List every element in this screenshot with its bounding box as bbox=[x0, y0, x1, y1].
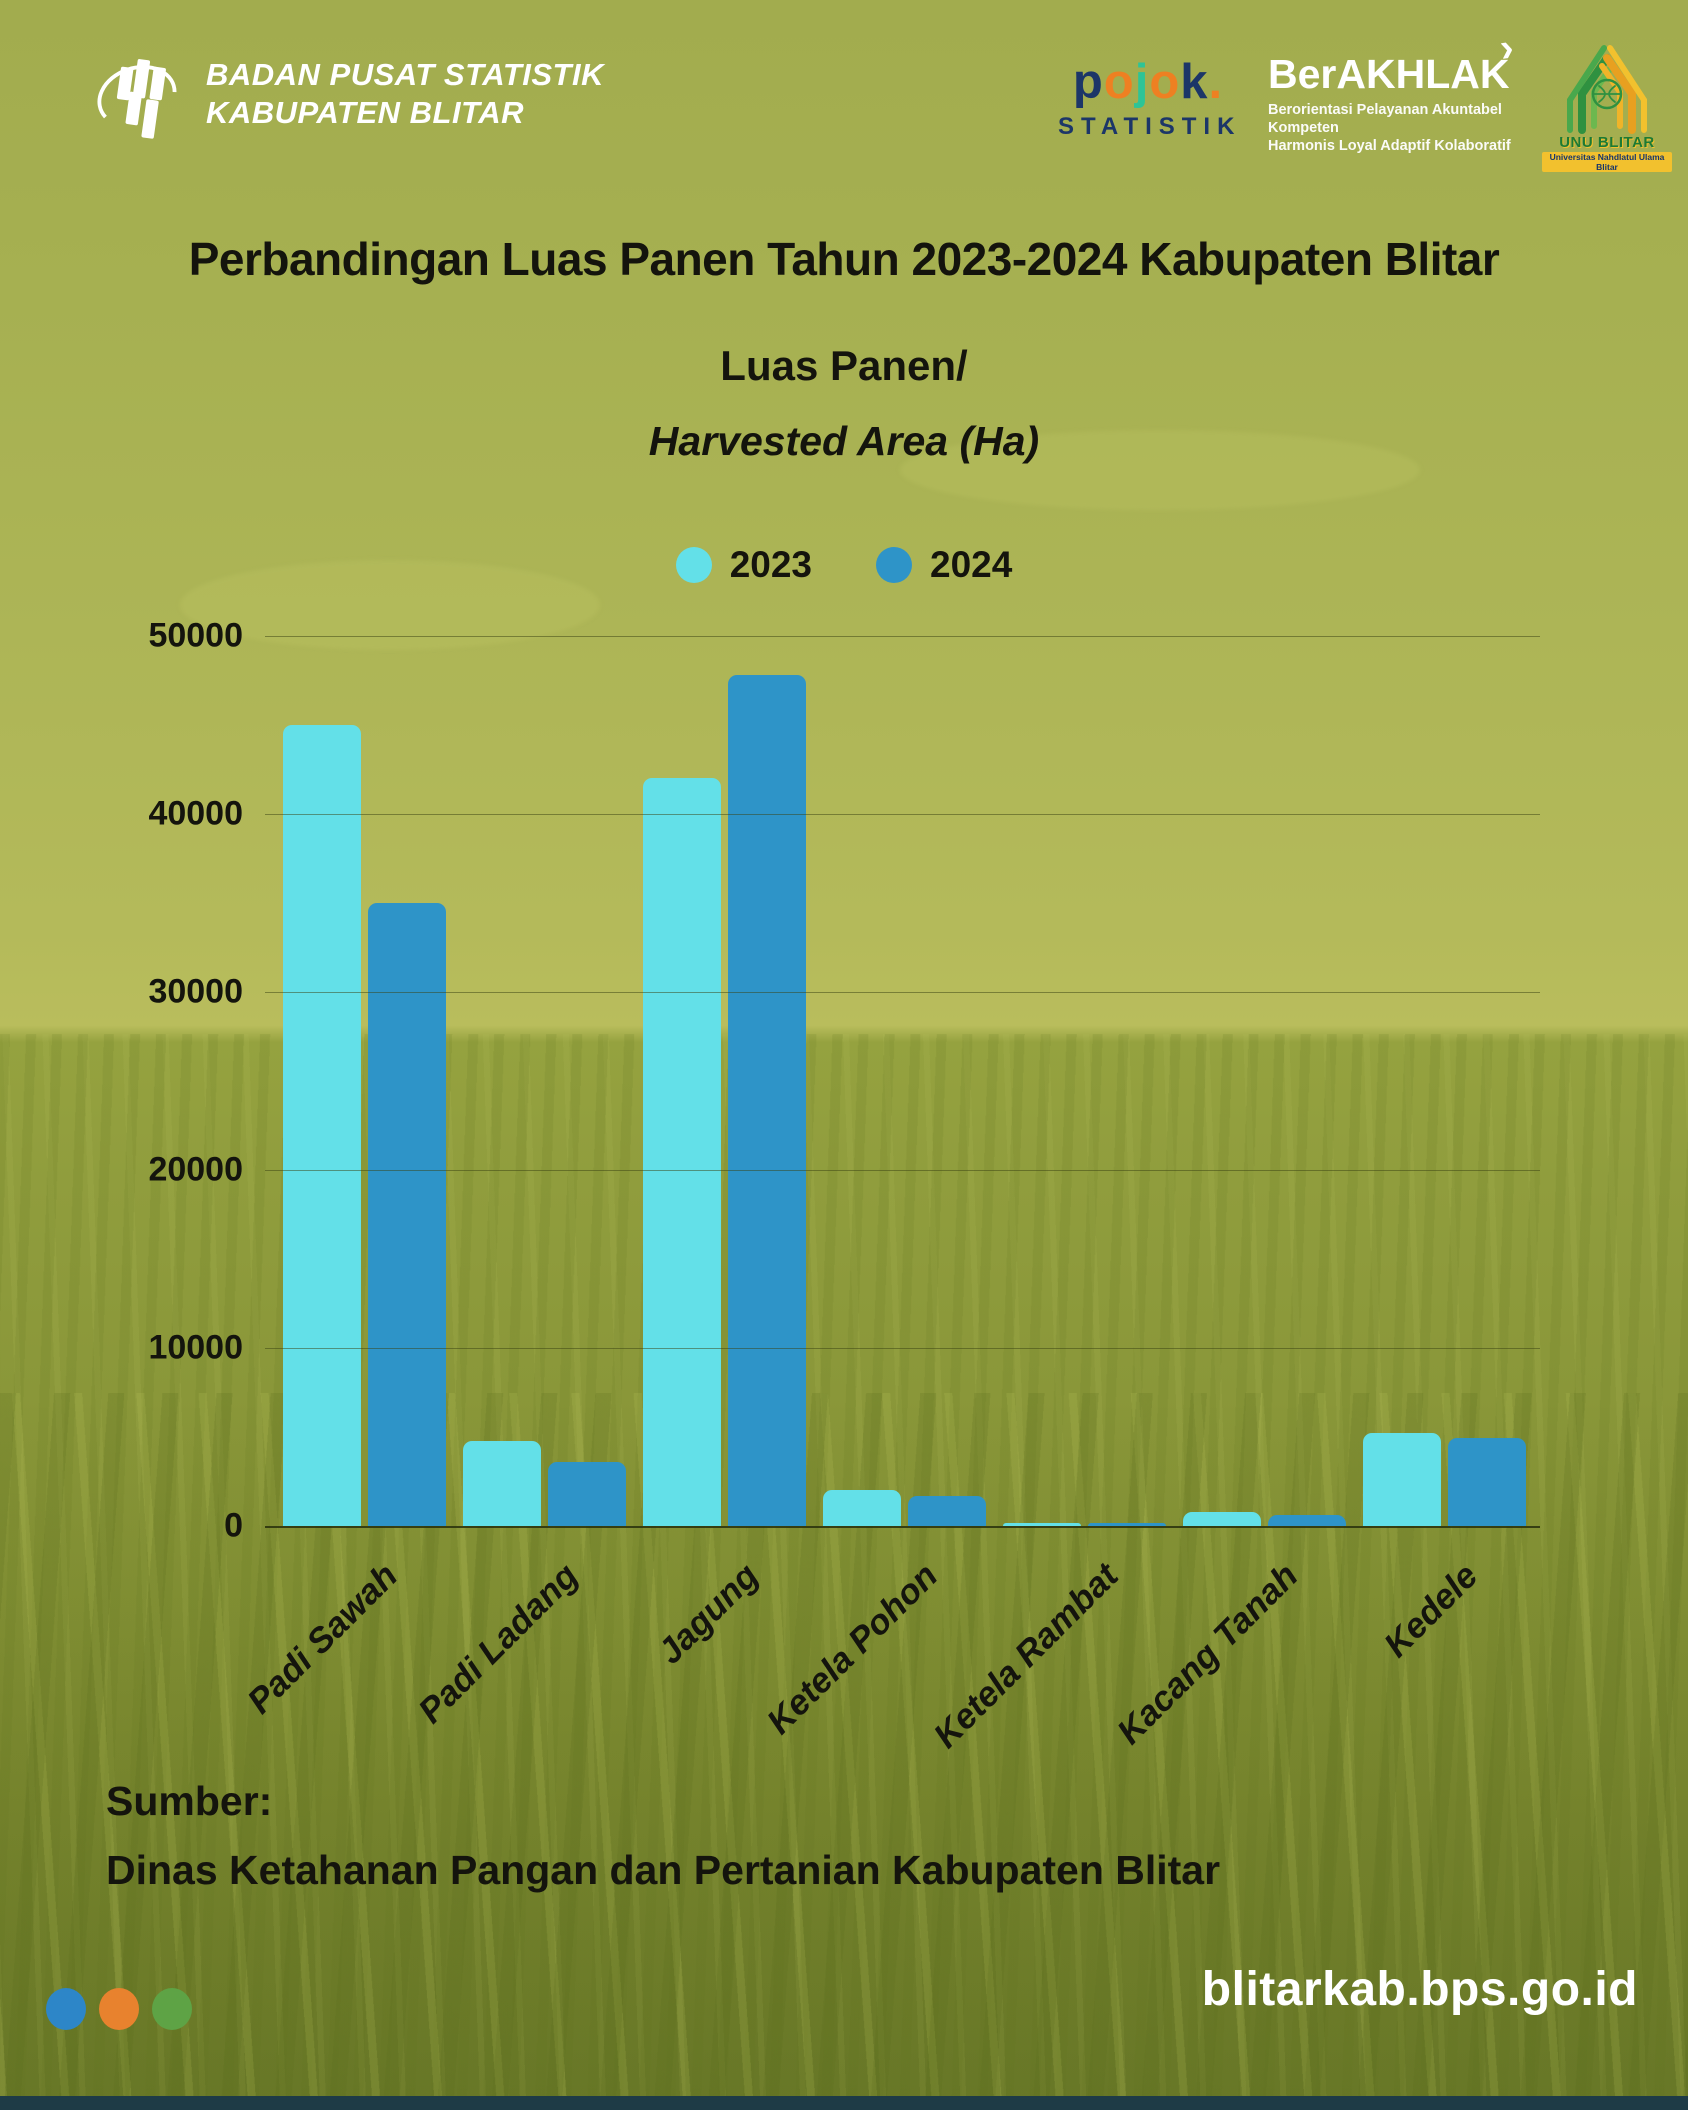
bar-2023-padi-ladang bbox=[462, 1440, 541, 1526]
gridline-20000 bbox=[265, 1170, 1540, 1171]
y-tick-label-40000: 40000 bbox=[148, 794, 243, 833]
y-tick-label-20000: 20000 bbox=[148, 1150, 243, 1189]
footer-dot-3 bbox=[152, 1988, 192, 2030]
legend-label: 2024 bbox=[930, 544, 1013, 585]
footer-dots bbox=[46, 1988, 192, 2030]
berakhlak-tagline: Berorientasi Pelayanan Akuntabel Kompete… bbox=[1268, 102, 1511, 155]
x-tick-label-padi-ladang: Padi Ladang bbox=[410, 1556, 586, 1731]
bar-2023-kedele bbox=[1362, 1433, 1441, 1526]
bar-group-kedele: Kedele bbox=[1359, 636, 1529, 1665]
pojok-statistik-label: STATISTIK bbox=[1058, 113, 1242, 140]
legend-item-2024: 2024 bbox=[876, 544, 1012, 586]
bar-2023-ketela-pohon bbox=[822, 1490, 901, 1526]
bar-2024-ketela-pohon bbox=[907, 1495, 986, 1526]
x-tick-label-ketela-rambat: Ketela Rambat bbox=[926, 1556, 1126, 1756]
x-tick-label-ketela-pohon: Ketela Pohon bbox=[759, 1556, 946, 1742]
bar-group-ketela-rambat: Ketela Rambat bbox=[926, 636, 1169, 1756]
pojok-statistik-logo: pojok. STATISTIK bbox=[1058, 58, 1238, 141]
header: BADAN PUSAT STATISTIK KABUPATEN BLITAR p… bbox=[0, 25, 1688, 172]
berakhlak-logo: BerAKHLAK › Berorientasi Pelayanan Akunt… bbox=[1268, 25, 1528, 155]
source-label: Sumber: bbox=[106, 1778, 273, 1824]
bps-brand: BADAN PUSAT STATISTIK KABUPATEN BLITAR bbox=[92, 46, 604, 142]
bps-logo-icon bbox=[97, 59, 177, 139]
bar-2024-padi-ladang bbox=[547, 1461, 626, 1526]
footer-website-url: blitarkab.bps.go.id bbox=[1201, 1963, 1638, 2016]
bar-2024-kacang-tanah bbox=[1267, 1515, 1346, 1526]
bar-group-kacang-tanah: Kacang Tanah bbox=[1110, 636, 1349, 1752]
gridline-30000 bbox=[265, 992, 1540, 993]
x-tick-label-kacang-tanah: Kacang Tanah bbox=[1109, 1556, 1306, 1752]
gridline-10000 bbox=[265, 1348, 1540, 1349]
page-title: Perbandingan Luas Panen Tahun 2023-2024 … bbox=[188, 233, 1500, 285]
unu-name: UNU BLITAR bbox=[1559, 134, 1655, 151]
y-tick-label-0: 0 bbox=[224, 1506, 243, 1545]
bar-2023-kacang-tanah bbox=[1182, 1511, 1261, 1526]
source-block: Sumber: Dinas Ketahanan Pangan dan Perta… bbox=[106, 1778, 1220, 1894]
unu-emblem-icon bbox=[1567, 45, 1647, 134]
gridline-50000 bbox=[265, 636, 1540, 637]
y-tick-label-30000: 30000 bbox=[148, 972, 243, 1011]
bar-groups: Padi Sawah Padi Ladang Jagung Ketela Pohon K… bbox=[240, 636, 1540, 1756]
bar-2024-padi-sawah bbox=[367, 903, 446, 1526]
legend-label: 2023 bbox=[729, 544, 812, 585]
footer-dot-1 bbox=[46, 1988, 86, 2030]
x-tick-label-padi-sawah: Padi Sawah bbox=[240, 1556, 406, 1722]
bar-chart: Padi Sawah Padi Ladang Jagung Ketela Pohon K… bbox=[148, 617, 1540, 1756]
chart-subtitle-english: Harvested Area (Ha) bbox=[648, 418, 1040, 464]
chart-subtitle: Luas Panen/ bbox=[720, 342, 968, 389]
unu-subtitle: Universitas Nahdlatul Ulama Blitar bbox=[1542, 152, 1672, 172]
footer-dot-2 bbox=[99, 1988, 139, 2030]
x-tick-label-jagung: Jagung bbox=[649, 1556, 766, 1672]
x-axis-line bbox=[265, 1526, 1540, 1528]
pojok-letter: p bbox=[1072, 55, 1104, 109]
bar-2024-kedele bbox=[1447, 1437, 1526, 1526]
y-tick-label-50000: 50000 bbox=[148, 616, 243, 655]
bar-group-padi-sawah: Padi Sawah bbox=[240, 636, 449, 1721]
bar-2024-jagung bbox=[727, 675, 806, 1526]
y-tick-label-10000: 10000 bbox=[148, 1328, 243, 1367]
legend-dot-2024 bbox=[876, 547, 912, 583]
bar-group-jagung: Jagung bbox=[639, 636, 809, 1672]
legend-dot-2023 bbox=[675, 547, 712, 583]
bps-org-name: BADAN PUSAT STATISTIK KABUPATEN BLITAR bbox=[206, 56, 604, 132]
chart-legend: 2023 2024 bbox=[0, 544, 1688, 586]
bps-org-line1: BADAN PUSAT STATISTIK bbox=[206, 57, 604, 93]
pojok-letter: . bbox=[1208, 55, 1224, 109]
pojok-letter: o bbox=[1149, 55, 1181, 109]
legend-item-2023: 2023 bbox=[675, 544, 812, 586]
bar-2023-jagung bbox=[642, 778, 721, 1526]
x-tick-label-kedele: Kedele bbox=[1376, 1556, 1486, 1665]
unu-blitar-logo: UNU BLITAR Universitas Nahdlatul Ulama B… bbox=[1542, 42, 1672, 175]
bar-group-ketela-pohon: Ketela Pohon bbox=[760, 636, 989, 1742]
source-text: Dinas Ketahanan Pangan dan Pertanian Kab… bbox=[106, 1847, 1221, 1893]
gridline-40000 bbox=[265, 814, 1540, 815]
bar-2023-padi-sawah bbox=[282, 725, 361, 1526]
pojok-letter: j bbox=[1134, 55, 1150, 109]
pojok-letter: o bbox=[1103, 55, 1135, 109]
bps-org-line2: KABUPATEN BLITAR bbox=[206, 95, 524, 130]
pojok-wordmark: pojok. bbox=[1058, 58, 1238, 107]
bottom-accent-bar bbox=[0, 2096, 1688, 2110]
bar-group-padi-ladang: Padi Ladang bbox=[411, 636, 629, 1731]
pojok-letter: k bbox=[1180, 55, 1209, 109]
berakhlak-title: BerAKHLAK › bbox=[1268, 25, 1517, 97]
bar-2024-ketela-rambat bbox=[1087, 1523, 1166, 1526]
bar-2023-ketela-rambat bbox=[1002, 1523, 1081, 1526]
